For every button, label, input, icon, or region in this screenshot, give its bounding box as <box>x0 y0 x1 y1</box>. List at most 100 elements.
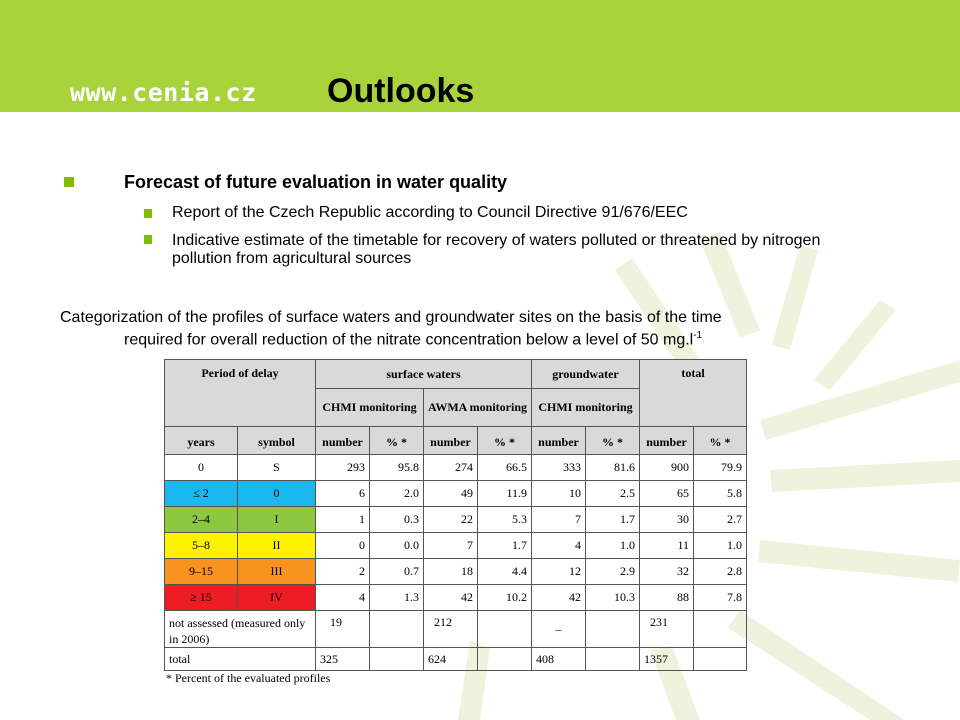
caption-line: Categorization of the profiles of surfac… <box>60 309 722 326</box>
cell-label: not assessed (measured only in 2006) <box>163 610 317 648</box>
page-title: Outlooks <box>327 72 475 110</box>
sub-bullet-marker <box>144 235 152 244</box>
cell-label: total <box>163 647 317 671</box>
bullet-marker <box>64 177 74 187</box>
cell-value: 12 <box>531 558 587 585</box>
header-groundwater: groundwater <box>531 359 641 389</box>
cell-value: 2.7 <box>693 506 748 533</box>
header-awma: AWMA monitoring <box>423 388 533 427</box>
cell-symbol: IV <box>236 584 317 611</box>
header-percent: % * <box>693 426 748 455</box>
cell-value: 79.9 <box>693 454 748 481</box>
cell-symbol: 0 <box>236 480 317 507</box>
cell-value: 1.7 <box>477 532 533 559</box>
cell-value <box>369 647 425 671</box>
cell-value: 1357 <box>639 647 695 671</box>
cell-value: 0.7 <box>369 558 425 585</box>
cell-value: 10.3 <box>585 584 641 611</box>
table-row: ≥ 15 IV 4 1.3 42 10.2 42 10.3 88 7.8 <box>164 584 748 611</box>
table-row: 5–8 II 0 0.0 7 1.7 4 1.0 11 1.0 <box>164 532 748 559</box>
table-row: 9–15 III 2 0.7 18 4.4 12 2.9 32 2.8 <box>164 558 748 585</box>
cell-value: 42 <box>531 584 587 611</box>
cell-value: 19 <box>315 610 371 648</box>
site-logo[interactable]: www.cenia.cz <box>70 78 257 107</box>
cell-years: 9–15 <box>164 558 238 585</box>
cell-value: 6 <box>315 480 371 507</box>
cell-value: 1.0 <box>693 532 748 559</box>
header-symbol: symbol <box>236 426 317 455</box>
header-number: number <box>531 426 587 455</box>
sub-bullet-marker <box>144 209 152 218</box>
header-chmi-groundwater: CHMI monitoring <box>531 388 641 427</box>
table-footnote: * Percent of the evaluated profiles <box>166 671 331 685</box>
cell-value: – <box>531 610 587 648</box>
cell-symbol: I <box>236 506 317 533</box>
cell-value: 0.0 <box>369 532 425 559</box>
header-surface-waters: surface waters <box>315 359 533 389</box>
sub-bullet-text: Indicative estimate of the timetable for… <box>172 232 821 267</box>
cell-value: 7 <box>531 506 587 533</box>
header-years: years <box>164 426 238 455</box>
cell-value: 4.4 <box>477 558 533 585</box>
cell-value: 1.3 <box>369 584 425 611</box>
cell-value <box>585 610 641 648</box>
cell-value: 0 <box>315 532 371 559</box>
caption-superscript: -1 <box>693 330 703 341</box>
header-percent: % * <box>585 426 641 455</box>
cell-value: 7 <box>423 532 479 559</box>
cell-value: 408 <box>531 647 587 671</box>
cell-value <box>477 610 533 648</box>
cell-value: 81.6 <box>585 454 641 481</box>
cell-value: 22 <box>423 506 479 533</box>
cell-value: 1.0 <box>585 532 641 559</box>
cell-symbol: III <box>236 558 317 585</box>
table-row-total: total 325 624 408 1357 <box>163 647 748 671</box>
cell-value: 10 <box>531 480 587 507</box>
cell-years: 5–8 <box>164 532 238 559</box>
cell-value: 2.9 <box>585 558 641 585</box>
cell-value: 88 <box>639 584 695 611</box>
cell-value: 4 <box>531 532 587 559</box>
cell-value: 900 <box>639 454 695 481</box>
cell-value: 42 <box>423 584 479 611</box>
cell-value: 32 <box>639 558 695 585</box>
header-percent: % * <box>477 426 533 455</box>
cell-value: 2.5 <box>585 480 641 507</box>
cell-value: 2.0 <box>369 480 425 507</box>
cell-value: 231 <box>639 610 695 648</box>
cell-value: 2 <box>315 558 371 585</box>
header-percent: % * <box>369 426 425 455</box>
cell-value: 212 <box>423 610 479 648</box>
cell-value: 274 <box>423 454 479 481</box>
sub-bullet-text: Report of the Czech Republic according t… <box>172 204 688 221</box>
cell-value: 333 <box>531 454 587 481</box>
cell-value: 0.3 <box>369 506 425 533</box>
table-row: 2–4 I 1 0.3 22 5.3 7 1.7 30 2.7 <box>164 506 748 533</box>
cell-value: 65 <box>639 480 695 507</box>
cell-years: 0 <box>164 454 238 481</box>
cell-value: 10.2 <box>477 584 533 611</box>
table-row: ≤ 2 0 6 2.0 49 11.9 10 2.5 65 5.8 <box>164 480 748 507</box>
cell-years: ≥ 15 <box>164 584 238 611</box>
cell-value: 4 <box>315 584 371 611</box>
caption-text: required for overall reduction of the ni… <box>124 331 694 349</box>
cell-value <box>369 610 425 648</box>
cell-value: 1 <box>315 506 371 533</box>
nitrate-delay-table: Period of delay surface waters groundwat… <box>163 359 748 671</box>
main-bullet-text: Forecast of future evaluation in water q… <box>124 172 508 192</box>
cell-value <box>585 647 641 671</box>
header-chmi: CHMI monitoring <box>315 388 425 427</box>
header-number: number <box>315 426 371 455</box>
cell-value: 624 <box>423 647 479 671</box>
cell-value: 11 <box>639 532 695 559</box>
cell-value: 5.3 <box>477 506 533 533</box>
cell-symbol: II <box>236 532 317 559</box>
cell-value: 5.8 <box>693 480 748 507</box>
caption-line: required for overall reduction of the ni… <box>60 327 850 349</box>
header-number: number <box>423 426 479 455</box>
cell-value <box>693 647 748 671</box>
cell-value: 30 <box>639 506 695 533</box>
cell-value: 2.8 <box>693 558 748 585</box>
cell-value: 1.7 <box>585 506 641 533</box>
header-number: number <box>639 426 695 455</box>
